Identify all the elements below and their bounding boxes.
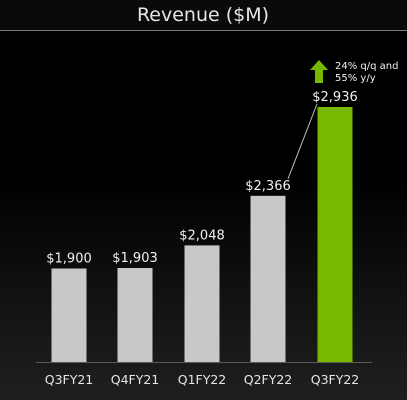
- callout-leader-line: [287, 103, 318, 179]
- bar-q3fy21: [51, 268, 87, 362]
- category-label-q3fy21: Q3FY21: [45, 372, 94, 387]
- value-label-q1fy22: $2,048: [179, 228, 225, 243]
- up-arrow-icon: [310, 60, 328, 83]
- value-label-q3fy22: $2,936: [312, 90, 358, 105]
- growth-annotation: 24% q/q and 55% y/y: [310, 60, 398, 84]
- annotation-line-2: 55% y/y: [335, 73, 376, 84]
- chart-title: Revenue ($M): [137, 4, 269, 26]
- bars-group: [51, 107, 353, 362]
- bar-q2fy22: [250, 195, 286, 362]
- annotation-line-1: 24% q/q and: [335, 61, 398, 72]
- category-label-q4fy21: Q4FY21: [111, 372, 160, 387]
- value-label-q2fy22: $2,366: [245, 179, 291, 194]
- category-labels: Q3FY21 Q4FY21 Q1FY22 Q2FY22 Q3FY22: [45, 372, 360, 387]
- bar-q4fy21: [117, 268, 153, 362]
- value-labels: $1,900 $1,903 $2,048 $2,366 $2,936: [46, 90, 358, 267]
- category-label-q1fy22: Q1FY22: [178, 372, 227, 387]
- title-header: [0, 0, 407, 30]
- value-label-q4fy21: $1,903: [112, 251, 158, 266]
- category-label-q3fy22: Q3FY22: [311, 372, 360, 387]
- bar-q1fy22: [184, 245, 220, 362]
- value-label-q3fy21: $1,900: [46, 252, 92, 267]
- category-label-q2fy22: Q2FY22: [244, 372, 293, 387]
- bar-q3fy22: [317, 107, 353, 362]
